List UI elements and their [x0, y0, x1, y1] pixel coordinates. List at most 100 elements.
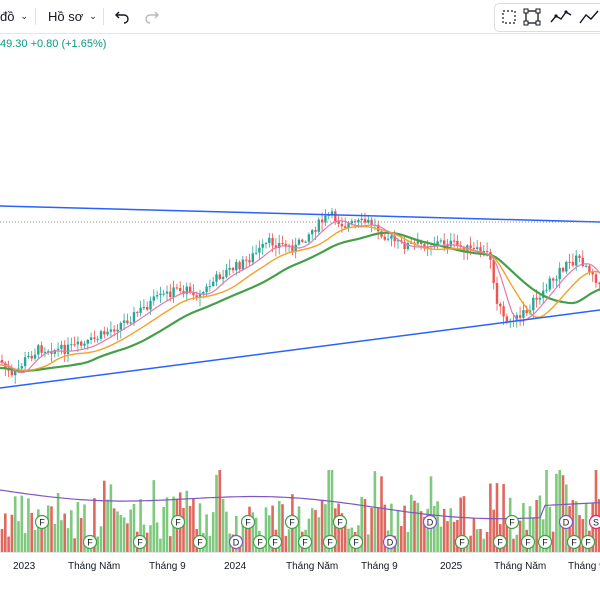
candle-body	[496, 283, 498, 304]
candle-body	[245, 260, 247, 261]
candle-body	[443, 240, 445, 244]
candle-body	[169, 292, 171, 298]
volume-bar	[129, 510, 132, 552]
volume-bar	[70, 510, 73, 552]
candle-body	[238, 262, 240, 269]
candle-body	[486, 251, 488, 252]
candle-body	[179, 288, 181, 291]
event-marker[interactable]: F	[522, 536, 535, 549]
candle-body	[229, 268, 231, 270]
event-marker[interactable]: F	[350, 536, 363, 549]
candle-body	[219, 274, 221, 279]
volume-bar	[153, 480, 156, 552]
volume-bar	[116, 511, 119, 552]
volume-bar	[80, 518, 83, 552]
volume-bar	[113, 508, 116, 552]
volume-bar	[215, 475, 218, 552]
event-marker-letter: F	[585, 538, 591, 548]
candle-body	[242, 260, 244, 270]
volume-bar	[486, 532, 489, 552]
event-marker[interactable]: F	[456, 536, 469, 549]
volume-bar	[311, 508, 314, 552]
volume-bar	[288, 529, 291, 552]
event-marker[interactable]: F	[242, 516, 255, 529]
candle-body	[24, 357, 26, 366]
candle-body	[308, 234, 310, 241]
candle-body	[40, 345, 42, 352]
volume-bar	[21, 496, 24, 552]
volume-bar	[209, 536, 212, 552]
event-marker[interactable]: F	[582, 536, 595, 549]
candle-body	[27, 356, 29, 357]
event-marker[interactable]: F	[194, 536, 207, 549]
upper-trendline[interactable]	[0, 206, 600, 222]
volume-bar	[516, 535, 519, 552]
candle-body	[120, 323, 122, 330]
volume-bar	[281, 504, 284, 552]
candle-body	[588, 266, 590, 272]
candle-body	[172, 287, 174, 297]
volume-bar	[443, 509, 446, 552]
event-marker[interactable]: F	[134, 536, 147, 549]
event-marker[interactable]: F	[334, 516, 347, 529]
event-marker[interactable]: F	[254, 536, 267, 549]
candle-body	[113, 329, 115, 331]
event-marker[interactable]: D	[424, 516, 437, 529]
event-marker[interactable]: F	[36, 516, 49, 529]
volume-bar	[156, 522, 159, 552]
event-marker[interactable]: D	[560, 516, 573, 529]
candle-body	[361, 219, 363, 220]
candle-body	[116, 330, 118, 332]
candle-body	[572, 262, 574, 265]
candle-body	[60, 345, 62, 349]
candle-body	[271, 238, 273, 246]
volume-bar	[14, 496, 17, 552]
event-marker[interactable]: D	[384, 536, 397, 549]
volume-bar	[403, 506, 406, 552]
candle-body	[106, 332, 108, 335]
candle-body	[100, 331, 102, 339]
event-marker[interactable]: F	[84, 536, 97, 549]
event-marker-letter: F	[39, 518, 45, 528]
candle-body	[70, 344, 72, 345]
event-marker[interactable]: S	[590, 516, 600, 529]
candle-body	[11, 371, 13, 375]
candle-body	[578, 256, 580, 258]
volume-bar	[60, 520, 63, 552]
volume-bar	[77, 502, 80, 552]
x-tick-label: Tháng 9	[361, 561, 398, 572]
volume-bar	[57, 493, 60, 552]
x-tick-label: Tháng Năm	[68, 561, 120, 572]
volume-bar	[73, 538, 76, 552]
volume-bar	[535, 500, 538, 552]
event-marker-letter: D	[563, 518, 570, 528]
lower-trendline[interactable]	[0, 310, 600, 388]
candle-body	[265, 243, 267, 244]
candle-body	[268, 238, 270, 243]
candle-body	[252, 253, 254, 262]
volume-bar	[222, 499, 225, 552]
event-marker[interactable]: F	[494, 536, 507, 549]
event-marker[interactable]: F	[539, 536, 552, 549]
volume-bar	[436, 501, 439, 552]
event-marker[interactable]: F	[286, 516, 299, 529]
candle-body	[450, 241, 452, 247]
event-marker-letter: D	[427, 518, 434, 528]
event-marker-letter: F	[272, 538, 278, 548]
event-marker[interactable]: F	[269, 536, 282, 549]
candle-body	[97, 339, 99, 340]
candle-body	[139, 308, 141, 313]
event-marker[interactable]: F	[506, 516, 519, 529]
event-marker[interactable]: F	[172, 516, 185, 529]
candle-body	[255, 253, 257, 254]
volume-bar	[469, 536, 472, 552]
event-marker-letter: D	[387, 538, 394, 548]
candle-body	[123, 320, 125, 322]
candle-body	[387, 239, 389, 240]
event-marker-letter: D	[233, 538, 240, 548]
event-marker[interactable]: D	[230, 536, 243, 549]
event-marker[interactable]: F	[324, 536, 337, 549]
event-marker[interactable]: F	[568, 536, 581, 549]
event-marker[interactable]: F	[299, 536, 312, 549]
